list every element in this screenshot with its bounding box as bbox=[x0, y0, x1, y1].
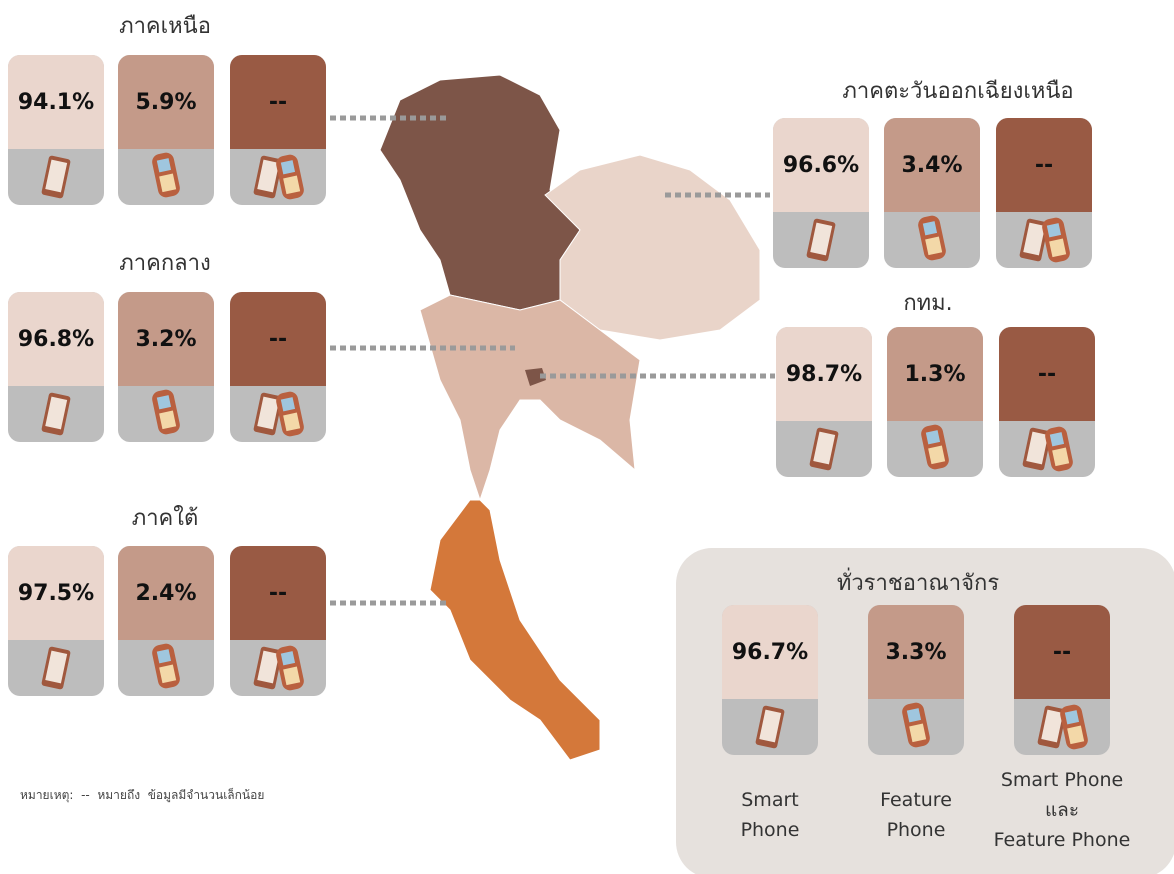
stat-card: -- bbox=[230, 55, 326, 205]
phone-icon bbox=[41, 646, 71, 690]
phone-icon bbox=[919, 423, 951, 471]
south bbox=[429, 499, 601, 761]
phone-icon bbox=[41, 392, 71, 436]
category-label: Smart Phone bbox=[690, 785, 850, 845]
category-label: Feature Phone bbox=[836, 785, 996, 845]
stat-card: 3.4% bbox=[884, 118, 980, 268]
stat-value: 5.9% bbox=[118, 55, 214, 149]
stat-card: 98.7% bbox=[776, 327, 872, 477]
phone-icon bbox=[916, 214, 948, 262]
stat-value: 97.5% bbox=[8, 546, 104, 640]
stat-value: -- bbox=[1014, 605, 1110, 699]
category-label: Smart Phone และ Feature Phone bbox=[982, 765, 1142, 855]
label-line: Phone bbox=[740, 819, 800, 841]
phone-icon bbox=[806, 218, 836, 262]
stat-value: -- bbox=[996, 118, 1092, 212]
stat-card: 96.7% bbox=[722, 605, 818, 755]
stat-card: 3.3% bbox=[868, 605, 964, 755]
phone-icon bbox=[150, 151, 182, 199]
stat-card: 1.3% bbox=[887, 327, 983, 477]
label-line: Feature bbox=[880, 789, 952, 811]
label-line: Smart bbox=[741, 789, 799, 811]
stat-value: -- bbox=[999, 327, 1095, 421]
phone-icon bbox=[150, 388, 182, 436]
region-title: ภาคใต้ bbox=[131, 506, 199, 531]
stat-card: 94.1% bbox=[8, 55, 104, 205]
phone-icon bbox=[809, 427, 839, 471]
phone-icon bbox=[755, 705, 785, 749]
region-title: ภาคตะวันออกเฉียงเหนือ bbox=[842, 79, 1074, 104]
stat-value: 1.3% bbox=[887, 327, 983, 421]
region-title: ภาคเหนือ bbox=[119, 14, 211, 39]
stat-card: 96.8% bbox=[8, 292, 104, 442]
stat-value: 98.7% bbox=[776, 327, 872, 421]
stat-value: 96.6% bbox=[773, 118, 869, 212]
stat-card: 97.5% bbox=[8, 546, 104, 696]
phone-icon bbox=[253, 153, 306, 201]
stat-value: 96.8% bbox=[8, 292, 104, 386]
bangkok bbox=[525, 368, 546, 386]
stat-card: -- bbox=[1014, 605, 1110, 755]
stat-card: -- bbox=[230, 292, 326, 442]
phone-icon bbox=[1037, 703, 1090, 751]
phone-icon bbox=[1022, 425, 1075, 473]
stat-value: 2.4% bbox=[118, 546, 214, 640]
stat-card: 2.4% bbox=[118, 546, 214, 696]
phone-icon bbox=[900, 701, 932, 749]
stat-card: 96.6% bbox=[773, 118, 869, 268]
label-line: Smart Phone bbox=[1000, 769, 1124, 791]
stat-card: 5.9% bbox=[118, 55, 214, 205]
label-line: และ bbox=[1044, 799, 1080, 821]
phone-icon bbox=[41, 155, 71, 199]
label-line: Phone bbox=[886, 819, 946, 841]
stat-value: 3.2% bbox=[118, 292, 214, 386]
national-title: ทั่วราชอาณาจักร bbox=[836, 571, 1000, 596]
stat-value: 94.1% bbox=[8, 55, 104, 149]
stat-value: -- bbox=[230, 546, 326, 640]
region-title: กทม. bbox=[903, 291, 953, 316]
label-line: Feature Phone bbox=[993, 829, 1131, 851]
region-title: ภาคกลาง bbox=[119, 251, 211, 276]
stat-value: 96.7% bbox=[722, 605, 818, 699]
phone-icon bbox=[1019, 216, 1072, 264]
phone-icon bbox=[253, 390, 306, 438]
stat-card: -- bbox=[999, 327, 1095, 477]
stat-card: -- bbox=[230, 546, 326, 696]
note: หมายเหตุ: -- หมายถึง ข้อมูลมีจำนวนเล็กน้… bbox=[20, 788, 265, 802]
stat-value: 3.3% bbox=[868, 605, 964, 699]
phone-icon bbox=[150, 642, 182, 690]
stat-value: 3.4% bbox=[884, 118, 980, 212]
stat-card: -- bbox=[996, 118, 1092, 268]
leaders bbox=[330, 115, 775, 606]
stat-value: -- bbox=[230, 292, 326, 386]
stat-value: -- bbox=[230, 55, 326, 149]
stat-card: 3.2% bbox=[118, 292, 214, 442]
northeast bbox=[544, 154, 761, 341]
phone-icon bbox=[253, 644, 306, 692]
